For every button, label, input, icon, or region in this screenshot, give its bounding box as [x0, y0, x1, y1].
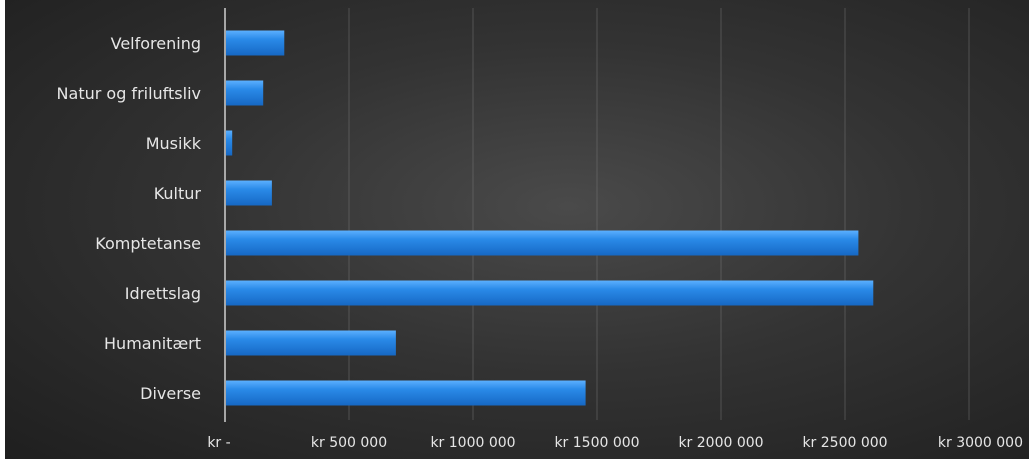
x-tick-label: kr - — [207, 435, 230, 451]
category-label: Idrettslag — [125, 284, 201, 303]
bar — [226, 180, 272, 206]
grid-lines — [348, 8, 970, 420]
category-labels: Velforening Natur og friluftsliv Musikk Kul… — [57, 34, 202, 403]
category-label: Komptetanse — [95, 234, 201, 253]
bar — [226, 80, 264, 106]
bar — [226, 330, 396, 356]
tick-labels: kr - kr 500 000 kr 1000 000 kr 1500 000 kr 2… — [207, 435, 1023, 451]
category-label: Musikk — [146, 134, 202, 153]
bars — [226, 30, 874, 406]
chart-frame: Velforening Natur og friluftsliv Musikk Kul… — [5, 0, 1029, 459]
x-tick-label: kr 1500 000 — [554, 435, 639, 451]
category-label: Natur og friluftsliv — [57, 84, 201, 103]
bar — [226, 380, 586, 406]
bar — [226, 30, 285, 56]
bar — [226, 130, 233, 156]
x-tick-label: kr 500 000 — [311, 435, 387, 451]
category-label: Diverse — [140, 384, 201, 403]
bar — [226, 230, 859, 256]
x-tick-label: kr 2000 000 — [678, 435, 763, 451]
x-tick-label: kr 2500 000 — [802, 435, 887, 451]
bar — [226, 280, 874, 306]
x-tick-label: kr 1000 000 — [430, 435, 515, 451]
category-label: Humanitært — [104, 334, 201, 353]
category-label: Kultur — [154, 184, 202, 203]
category-label: Velforening — [111, 34, 201, 53]
bar-chart: Velforening Natur og friluftsliv Musikk Kul… — [57, 8, 1023, 451]
x-tick-label: kr 3000 000 — [938, 435, 1023, 451]
